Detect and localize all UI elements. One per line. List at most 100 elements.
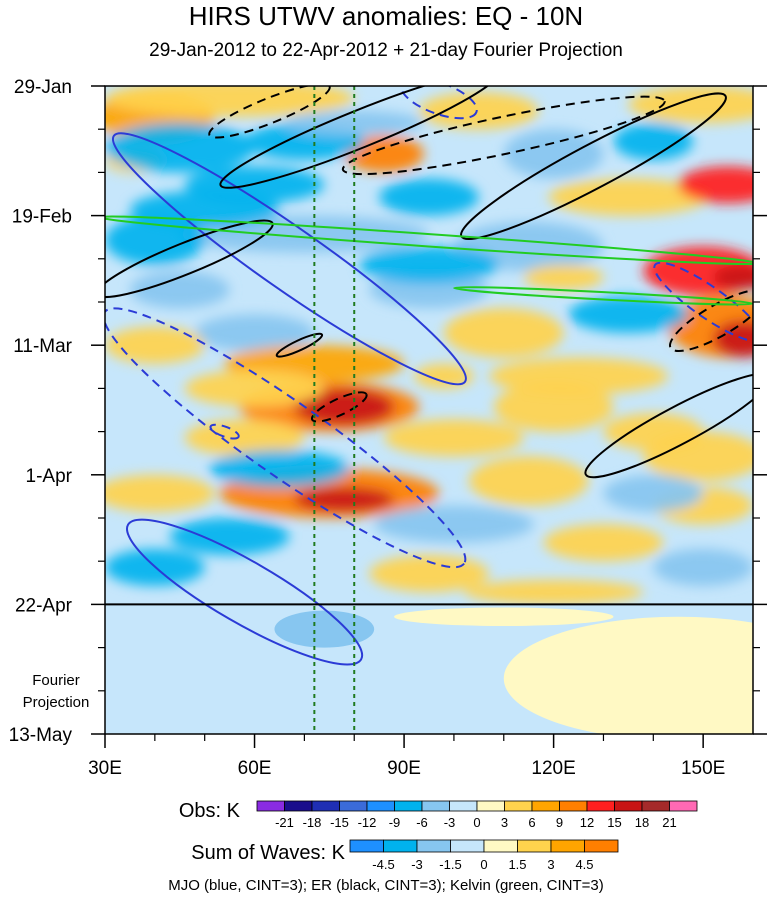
heatmap-patch	[653, 548, 753, 586]
colorbar-swatch	[339, 800, 368, 812]
colorbar-tick-label: -6	[416, 815, 428, 830]
reference-lines	[105, 86, 753, 734]
colorbar-swatch	[349, 839, 384, 853]
heatmap-patch	[184, 419, 305, 457]
heatmap-patch	[344, 135, 425, 173]
contour-mjo	[125, 518, 364, 666]
colorbar-tick-label: -9	[389, 815, 401, 830]
colorbar-swatch	[450, 839, 485, 853]
x-tick-label: 30E	[88, 758, 122, 779]
colorbar-swatch	[504, 800, 533, 812]
heatmap-patch	[568, 295, 689, 333]
heatmap-patch	[678, 166, 753, 204]
y-tick-label: 29-Jan	[14, 77, 72, 98]
colorbar-swatch	[559, 800, 588, 812]
colorbar-swatch	[383, 839, 418, 853]
heatmap-patch	[105, 123, 255, 173]
projection-layer	[105, 604, 753, 734]
colorbar-swatch	[366, 800, 395, 812]
heatmap-patch	[713, 320, 753, 358]
colorbar-tick-label: -15	[330, 815, 349, 830]
colorbar-tick-label: -21	[275, 815, 294, 830]
colorbar-swatch	[394, 800, 423, 812]
y-tick-label: 11-Mar	[13, 336, 72, 357]
colorbar-tick-label: -3	[411, 857, 423, 872]
projection-patch	[394, 607, 614, 626]
x-tick-label: 60E	[238, 758, 272, 779]
heatmap-patch	[294, 487, 395, 512]
heatmap-patch	[613, 123, 694, 161]
colorbar-tick-label: 4.5	[575, 857, 593, 872]
colorbar-tick-label: -18	[303, 815, 322, 830]
y-tick-label: 22-Apr	[15, 595, 73, 616]
projection-patch	[274, 610, 375, 648]
plot-frame	[104, 85, 754, 735]
colorbar-swatch	[669, 800, 698, 812]
axes-layer: 29-Jan 19-Feb 11-Mar 1-Apr 22-Apr 13-May 30E 60…	[9, 77, 767, 779]
colorbar-swatch	[584, 839, 619, 853]
colorbar-tick-label: 15	[607, 815, 621, 830]
heatmap-patch	[105, 86, 355, 117]
colorbar-tick-label: 0	[480, 857, 487, 872]
heatmap-patch	[548, 178, 709, 216]
colorbar-tick-label: 6	[528, 815, 535, 830]
heatmap-patch	[419, 92, 539, 130]
heatmap-patch	[379, 178, 479, 216]
heatmap-patch	[359, 246, 499, 284]
heatmap-patch	[284, 110, 425, 136]
obs-colorbar: -21 -18 -15 -12 -9 -6 -3 0 3 6 9 12 15 18 21	[256, 800, 698, 830]
heatmap-patch	[384, 419, 524, 457]
colorbar-swatch	[449, 800, 478, 812]
chart-title: HIRS UTWV anomalies: EQ - 10N	[188, 1, 584, 31]
colorbar-swatch	[416, 839, 451, 853]
colorbar-tick-label: -12	[358, 815, 377, 830]
colorbar-tick-label: 9	[556, 815, 563, 830]
x-tick-label: 120E	[531, 758, 575, 779]
heatmap-patch	[105, 326, 205, 364]
heatmap-patch	[443, 308, 564, 358]
colorbar-tick-label: 12	[580, 815, 594, 830]
waves-colorbar: -4.5 -3 -1.5 0 1.5 3 4.5	[349, 839, 619, 872]
colorbar-swatch	[476, 800, 505, 812]
colorbar-swatch	[614, 800, 643, 812]
heatmap-patch	[184, 369, 325, 407]
x-tick-label: 90E	[387, 758, 421, 779]
colorbar-tick-label: 3	[547, 857, 554, 872]
heatmap-patch	[194, 314, 315, 352]
waves-colorbar-label: Sum of Waves: K	[191, 842, 345, 864]
contour-mjo	[111, 132, 467, 386]
heatmap-patch	[543, 524, 664, 562]
colorbar-tick-label: 3	[501, 815, 508, 830]
heatmap-patch	[105, 215, 205, 265]
colorbar-swatch	[421, 800, 450, 812]
heatmap-patch	[523, 264, 604, 290]
contour-mjo	[209, 423, 240, 440]
heatmap-patch	[503, 129, 604, 179]
colorbar-swatch	[256, 800, 285, 812]
colorbar-tick-label: 1.5	[508, 857, 526, 872]
colorbar-tick-label: -3	[444, 815, 456, 830]
contour-kelvin	[105, 215, 753, 266]
colorbar-tick-label: -1.5	[439, 857, 461, 872]
heatmap-patch	[414, 363, 474, 389]
y-tick-label: 19-Feb	[12, 207, 72, 228]
colorbar-swatch	[586, 800, 615, 812]
y-tick-label: 1-Apr	[26, 466, 73, 487]
colorbar-tick-label: 18	[635, 815, 649, 830]
heatmap-patch	[129, 271, 230, 309]
contour-mjo	[105, 307, 467, 569]
contour-er	[275, 332, 324, 358]
contour-er	[219, 86, 500, 189]
y-tick-label: 13-May	[9, 725, 73, 746]
contour-er	[341, 95, 666, 176]
heatmap-patch	[628, 86, 753, 124]
heatmap-patch	[493, 382, 614, 432]
colorbar-tick-label: 0	[473, 815, 480, 830]
colorbar-swatch	[483, 839, 518, 853]
heatmap-patch	[374, 505, 534, 543]
heatmap-patch	[603, 474, 704, 512]
contour-er	[584, 372, 753, 479]
obs-colorbar-label: Obs: K	[178, 800, 240, 822]
heatmap-patch	[713, 264, 753, 290]
heatmap-patch	[643, 431, 753, 481]
